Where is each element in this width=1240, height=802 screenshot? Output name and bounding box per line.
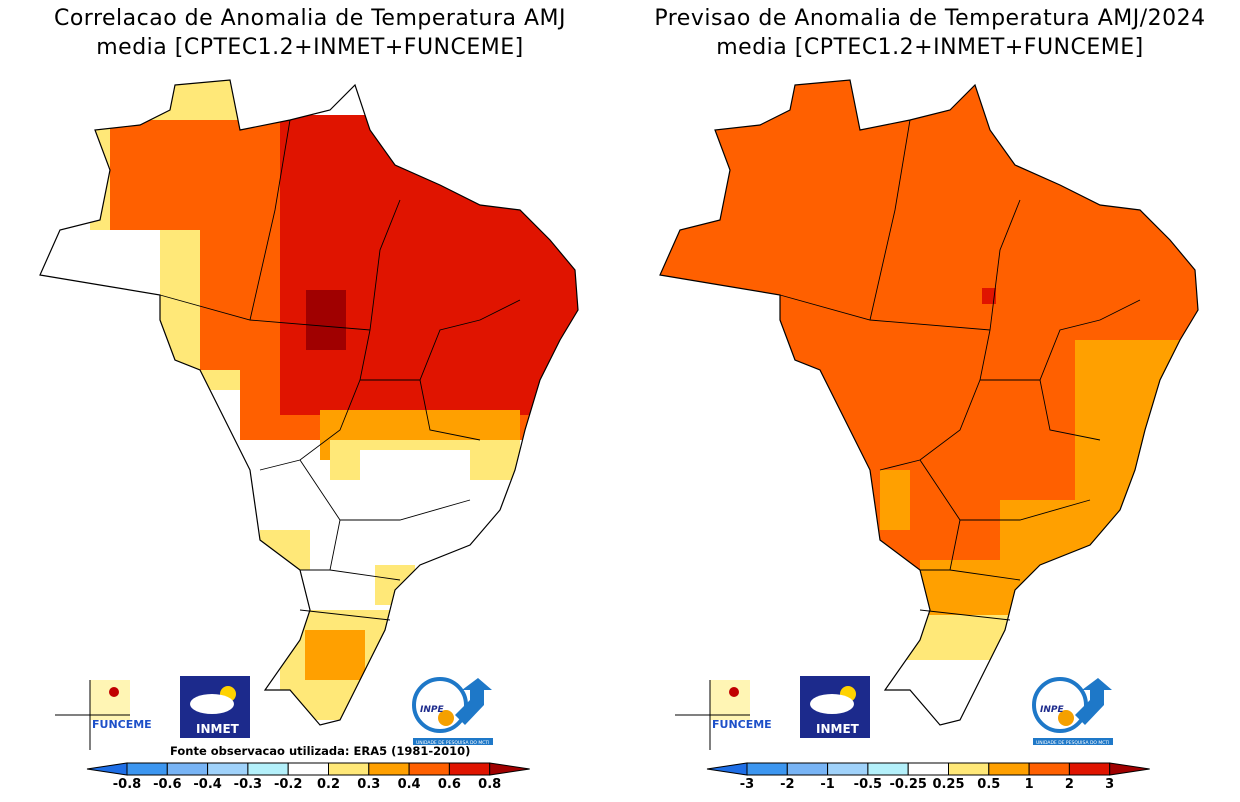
colorbar-segment	[247, 762, 289, 776]
colorbar-tick-label: -0.6	[153, 777, 181, 792]
funceme-logo-text: FUNCEME	[92, 718, 152, 731]
colorbar-segment	[907, 762, 950, 776]
inpe-logo-text: INPE	[1040, 705, 1064, 715]
colorbar-segment	[166, 762, 209, 776]
title-line-1: Correlacao de Anomalia de Temperatura AM…	[53, 6, 567, 31]
inmet-logo-text: INMET	[816, 722, 860, 736]
colorbar-segment	[328, 762, 370, 776]
forecast-map	[660, 80, 1198, 725]
inmet-logo	[180, 676, 250, 738]
colorbar-segment	[948, 762, 990, 776]
colorbar-segment	[1068, 762, 1111, 776]
colorbar-tick-label: 1	[1025, 777, 1034, 792]
colorbar-tick-label: -0.8	[113, 777, 141, 792]
title-line-2: media [CPTEC1.2+INMET+FUNCEME]	[96, 35, 524, 60]
colorbar-tick-label: -0.5	[854, 777, 882, 792]
colorbar-segment	[448, 762, 491, 776]
colorbar-segment	[867, 762, 909, 776]
colorbar-tick-label: 0.8	[478, 777, 501, 792]
colorbar-arrow-low	[706, 762, 748, 776]
funceme-logo	[55, 680, 130, 750]
colorbar-tick-label: 0.4	[398, 777, 421, 792]
source-note: Fonte observacao utilizada: ERA5 (1981-2…	[170, 744, 471, 758]
colorbar-segment	[746, 762, 788, 776]
left-panel-title: Correlacao de Anomalia de Temperatura AM…	[0, 4, 620, 62]
colorbar-segment	[368, 762, 410, 776]
inpe-logo-text: INPE	[420, 705, 444, 715]
funceme-logo-text: FUNCEME	[712, 718, 772, 731]
inpe-logo	[412, 677, 493, 745]
colorbar-segment	[408, 762, 450, 776]
title-line-1: Previsao de Anomalia de Temperatura AMJ/…	[654, 6, 1206, 31]
inpe-logo	[1032, 677, 1113, 745]
colorbar-tick-label: 3	[1105, 777, 1114, 792]
colorbar-tick-label: -0.25	[889, 777, 926, 792]
inpe-logo-subtext: UNIDADE DE PESQUISA DO MCTI	[1036, 740, 1110, 746]
colorbar-segment	[827, 762, 869, 776]
colorbar-segment	[207, 762, 249, 776]
colorbar-segment	[126, 762, 168, 776]
colorbar-arrow-low	[86, 762, 128, 776]
title-line-2: media [CPTEC1.2+INMET+FUNCEME]	[716, 35, 1144, 60]
correlation-map	[40, 80, 578, 725]
colorbar-tick-label: 2	[1065, 777, 1074, 792]
colorbar-segment	[786, 762, 829, 776]
state-borders	[159, 119, 521, 621]
colorbar-left: -0.8 -0.6 -0.4 -0.3 -0.2 0.2 0.3 0.4 0.6 0.8	[86, 762, 530, 792]
state-borders	[779, 119, 1141, 621]
colorbar-right: -3 -2 -1 -0.5 -0.25 0.25 0.5 1 2 3	[706, 762, 1150, 792]
colorbar-tick-label: -2	[780, 777, 794, 792]
logos-right	[675, 676, 1113, 750]
colorbar-tick-label: 0.5	[977, 777, 1000, 792]
colorbar-tick-label: 0.3	[357, 777, 380, 792]
colorbar-arrow-high	[489, 762, 530, 776]
colorbar-arrow-high	[1109, 762, 1150, 776]
colorbar-tick-label: 0.6	[438, 777, 461, 792]
colorbar-segment	[988, 762, 1030, 776]
colorbar-tick-label: -0.3	[234, 777, 262, 792]
colorbar-segment	[287, 762, 330, 776]
right-panel-title: Previsao de Anomalia de Temperatura AMJ/…	[620, 4, 1240, 62]
colorbar-tick-label: -1	[820, 777, 834, 792]
funceme-logo	[675, 680, 750, 750]
colorbar-tick-label: -0.2	[274, 777, 302, 792]
colorbar-tick-label: -3	[740, 777, 754, 792]
inmet-logo	[800, 676, 870, 738]
colorbar-segment	[1028, 762, 1070, 776]
colorbar-tick-label: -0.4	[193, 777, 221, 792]
inpe-logo-subtext: UNIDADE DE PESQUISA DO MCTI	[416, 740, 490, 746]
colorbar-tick-label: 0.25	[932, 777, 964, 792]
inmet-logo-text: INMET	[196, 722, 240, 736]
colorbar-tick-label: 0.2	[317, 777, 340, 792]
